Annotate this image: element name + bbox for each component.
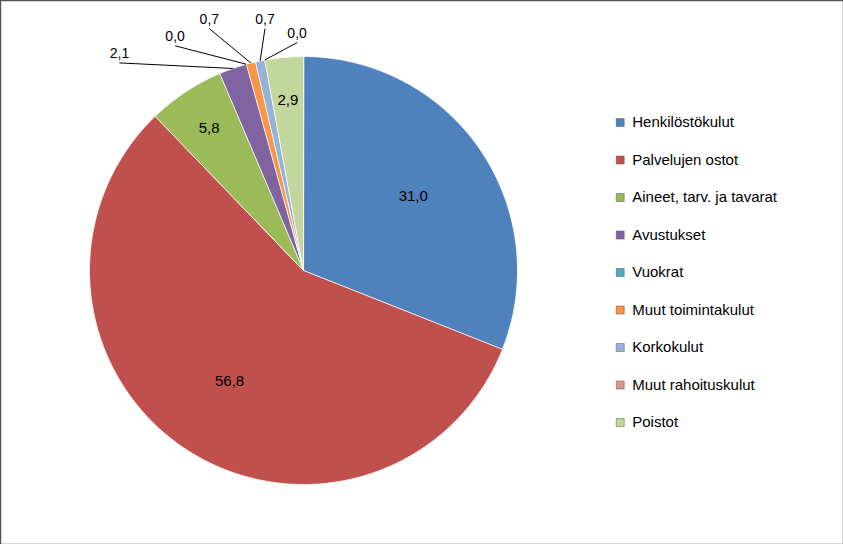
svg-text:Vuokrat: Vuokrat: [632, 263, 684, 280]
svg-text:Palvelujen ostot: Palvelujen ostot: [632, 151, 739, 168]
svg-text:Poistot: Poistot: [632, 413, 679, 430]
svg-text:Muut rahoituskulut: Muut rahoituskulut: [632, 376, 755, 393]
svg-text:0,7: 0,7: [200, 11, 220, 27]
svg-text:0,0: 0,0: [287, 25, 307, 41]
svg-text:Korkokulut: Korkokulut: [632, 338, 704, 355]
svg-text:Henkilöstökulut: Henkilöstökulut: [632, 113, 735, 130]
svg-text:Muut toimintakulut: Muut toimintakulut: [632, 301, 755, 318]
svg-text:2,9: 2,9: [277, 91, 298, 108]
svg-text:0,0: 0,0: [165, 28, 185, 44]
svg-text:31,0: 31,0: [399, 187, 428, 204]
svg-text:Aineet, tarv. ja tavarat: Aineet, tarv. ja tavarat: [632, 188, 778, 205]
svg-text:56,8: 56,8: [215, 372, 244, 389]
svg-text:5,8: 5,8: [199, 119, 220, 136]
svg-text:0,7: 0,7: [255, 11, 275, 27]
svg-text:Avustukset: Avustukset: [632, 226, 706, 243]
svg-text:2,1: 2,1: [110, 45, 130, 61]
